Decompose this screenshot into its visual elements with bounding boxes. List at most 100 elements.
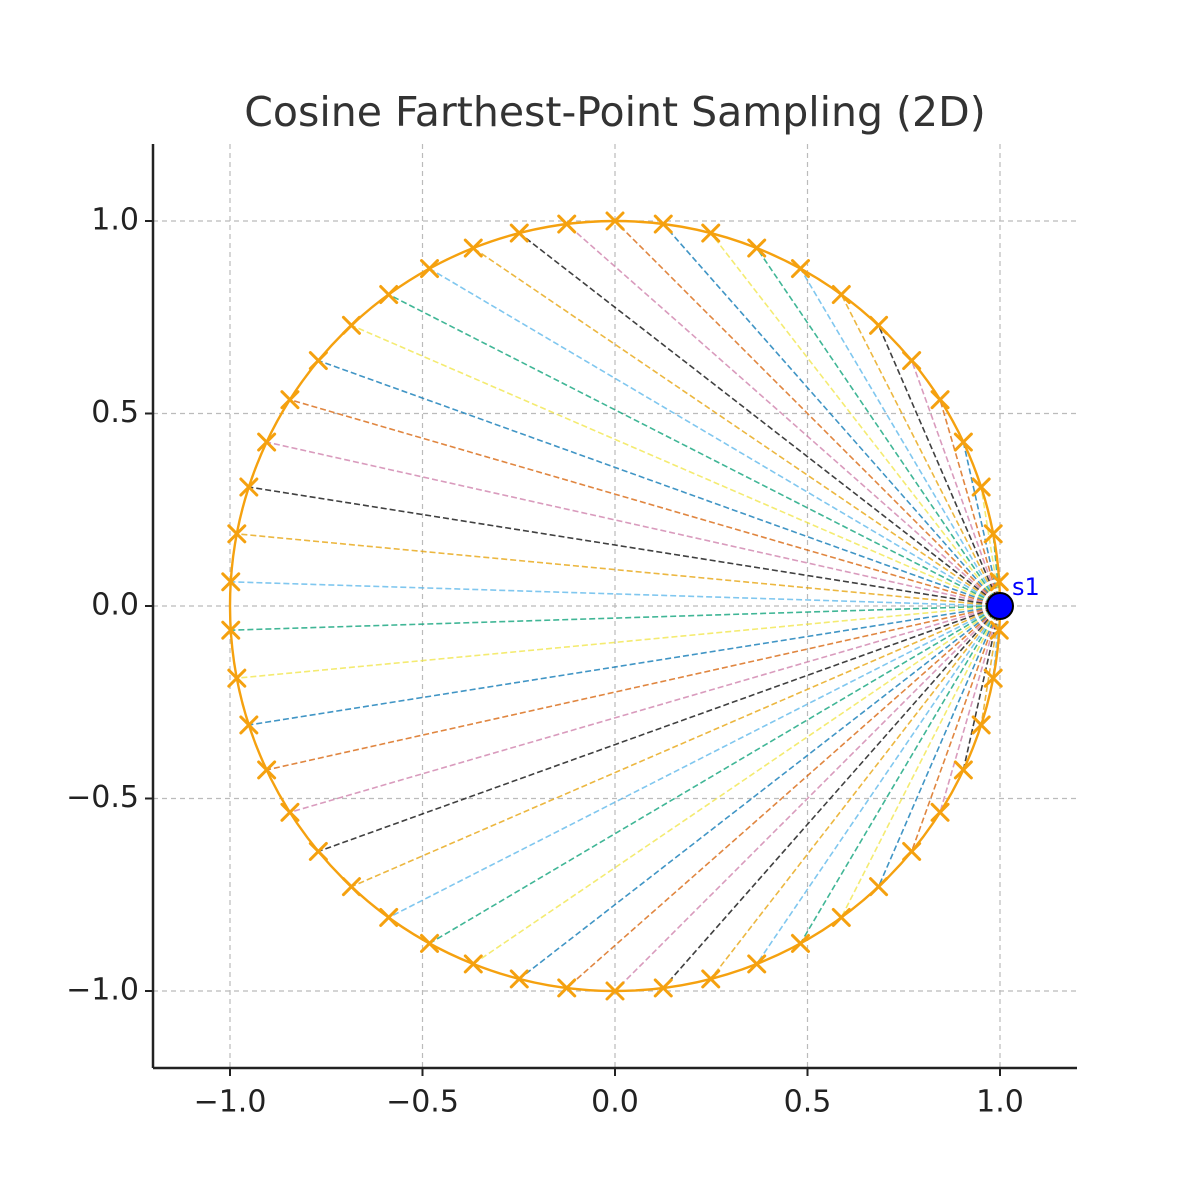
y-tick-label-1: −0.5 — [66, 780, 139, 815]
sample-point-7 — [831, 285, 851, 305]
sample-point-39 — [701, 969, 721, 989]
connection-line-37 — [614, 605, 1001, 992]
sample-point-30 — [308, 841, 328, 861]
connection-line-3 — [962, 441, 1001, 607]
connection-line-6 — [877, 325, 1001, 607]
connection-line-40 — [756, 605, 1001, 965]
sample-point-25 — [221, 620, 241, 640]
connection-line-43 — [877, 605, 1001, 887]
connection-line-26 — [236, 605, 1001, 679]
y-tick-label-4: 1.0 — [91, 203, 139, 238]
sample-point-37-stroke-b — [605, 981, 625, 1001]
sample-point-44 — [902, 841, 922, 861]
sample-point-10-stroke-b — [701, 223, 721, 243]
sample-point-17 — [379, 285, 399, 305]
y-tick-label-0: −1.0 — [66, 973, 139, 1008]
x-tick-label-0: −1.0 — [194, 1085, 267, 1120]
connection-line-23 — [236, 533, 1001, 607]
sample-point-4-stroke-b — [930, 390, 950, 410]
sample-point-9-stroke-b — [747, 238, 767, 258]
sample-point-28-stroke-b — [257, 760, 277, 780]
sample-point-2 — [971, 477, 991, 497]
sample-point-20-stroke-b — [280, 390, 300, 410]
sample-point-20 — [280, 390, 300, 410]
sample-point-43-stroke-b — [869, 877, 889, 897]
connection-line-18 — [351, 324, 1001, 607]
connection-line-17 — [388, 293, 1001, 607]
selected-point-group: s1 — [986, 573, 1040, 620]
sample-point-36-stroke-b — [557, 978, 577, 998]
sample-point-45-stroke-b — [930, 802, 950, 822]
sample-point-37 — [605, 981, 625, 1001]
connection-line-10 — [710, 232, 1001, 607]
sample-point-42 — [831, 907, 851, 927]
sample-point-13 — [557, 214, 577, 234]
sample-point-29 — [280, 802, 300, 822]
grid — [153, 144, 1077, 1068]
sample-point-30-stroke-b — [308, 841, 328, 861]
sample-point-6 — [869, 315, 889, 335]
connection-line-11 — [662, 223, 1001, 607]
sample-point-43 — [869, 877, 889, 897]
sample-point-48-stroke-b — [983, 668, 1003, 688]
connection-line-34 — [472, 605, 1001, 965]
sample-point-26 — [227, 668, 247, 688]
connection-line-30 — [318, 605, 1001, 853]
connection-line-36 — [566, 605, 1001, 989]
connection-line-33 — [429, 605, 1001, 945]
selected-point-s1 — [986, 592, 1014, 620]
sample-point-13-stroke-b — [557, 214, 577, 234]
connection-line-24 — [230, 581, 1001, 607]
sample-point-14-stroke-b — [509, 223, 529, 243]
connection-line-16 — [429, 267, 1001, 607]
sample-point-3 — [953, 432, 973, 452]
sample-point-34-stroke-b — [463, 954, 483, 974]
sample-point-5-stroke-b — [902, 351, 922, 371]
sample-point-1 — [983, 524, 1003, 544]
sample-point-24 — [221, 572, 241, 592]
sample-point-12-stroke-b — [605, 211, 625, 231]
sample-point-3-stroke-b — [953, 432, 973, 452]
connection-line-13 — [566, 223, 1001, 607]
connection-line-21 — [266, 441, 1001, 607]
sample-point-15 — [463, 238, 483, 258]
sample-point-47 — [971, 715, 991, 735]
connection-line-15 — [472, 247, 1001, 607]
sample-point-19-stroke-b — [308, 351, 328, 371]
sample-point-33 — [420, 933, 440, 953]
connection-line-8 — [799, 268, 1001, 607]
sample-point-1-stroke-b — [983, 524, 1003, 544]
sample-point-23 — [227, 524, 247, 544]
connection-line-27 — [248, 605, 1001, 726]
x-tick-label-3: 0.5 — [784, 1085, 832, 1120]
connection-line-22 — [248, 486, 1001, 607]
sample-point-27-stroke-b — [239, 715, 259, 735]
sample-point-40-stroke-b — [747, 954, 767, 974]
sample-point-31-stroke-b — [341, 877, 361, 897]
sample-point-31 — [341, 877, 361, 897]
connection-line-12 — [614, 220, 1001, 607]
sample-point-markers — [221, 211, 1009, 1001]
connection-line-31 — [351, 605, 1001, 888]
sample-point-26-stroke-b — [227, 668, 247, 688]
tick-labels: −1.0 −0.5 0.0 0.5 1.0 −1.0 −0.5 0.0 0.5 1.0 — [66, 203, 1024, 1120]
sample-point-22-stroke-b — [239, 477, 259, 497]
chart-title: Cosine Farthest-Point Sampling (2D) — [244, 88, 985, 136]
connection-line-38 — [662, 605, 1001, 989]
sample-point-18 — [341, 315, 361, 335]
connection-line-44 — [910, 605, 1001, 852]
sample-point-46-stroke-b — [953, 760, 973, 780]
sample-point-42-stroke-b — [831, 907, 851, 927]
sample-point-32 — [379, 907, 399, 927]
sample-point-22 — [239, 477, 259, 497]
sample-point-11 — [653, 214, 673, 234]
sample-point-28 — [257, 760, 277, 780]
sample-point-24-stroke-b — [221, 572, 241, 592]
connection-line-35 — [518, 605, 1001, 980]
sample-point-47-stroke-b — [971, 715, 991, 735]
sample-point-18-stroke-b — [341, 315, 361, 335]
sample-point-41-stroke-b — [790, 933, 810, 953]
connection-lines — [230, 220, 1001, 992]
connection-line-25 — [230, 605, 1001, 631]
